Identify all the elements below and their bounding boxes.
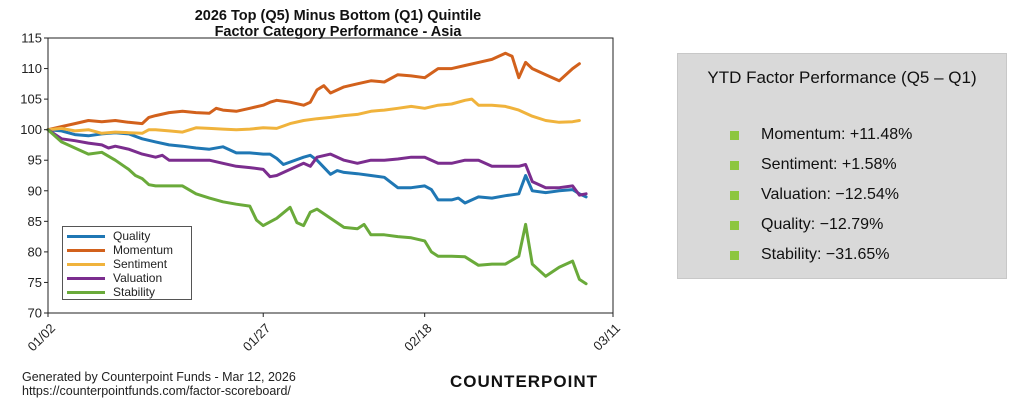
ytd-item-label: Sentiment: +1.58% [761, 156, 897, 173]
legend-swatch-valuation [67, 276, 105, 280]
footer-url-link[interactable]: https://counterpointfunds.com/factor-sco… [22, 384, 291, 398]
series-line-valuation [46, 128, 588, 197]
line-chart: 70 75 80 85 90 95 100 105 110 115 01/02 01/27 02/18 0… [20, 31, 623, 355]
legend-entry-quality: Quality [67, 229, 187, 243]
legend-entry-momentum: Momentum [67, 243, 187, 257]
y-tick-label: 115 [21, 31, 42, 46]
legend-entry-stability: Stability [67, 285, 187, 299]
ytd-item-sentiment: Sentiment: +1.58% [730, 150, 912, 180]
y-tick-label: 80 [28, 244, 42, 259]
chart-title-line-2: Factor Category Performance - Asia [214, 24, 462, 40]
ytd-item-valuation: Valuation: −12.54% [730, 180, 912, 210]
y-tick-label: 95 [28, 153, 42, 168]
y-tick-label: 100 [20, 122, 42, 137]
legend-label-sentiment: Sentiment [113, 257, 168, 271]
legend-swatch-momentum [67, 248, 105, 252]
ytd-list: Momentum: +11.48% Sentiment: +1.58% Valu… [730, 120, 912, 270]
x-tick-label: 01/02 [25, 321, 59, 355]
plot-frame [47, 37, 614, 314]
x-tick-label: 01/27 [240, 321, 274, 355]
series-line-quality [46, 128, 588, 205]
legend-swatch-sentiment [67, 262, 105, 266]
footer-generated-text: Generated by Counterpoint Funds - Mar 12… [22, 370, 296, 384]
ytd-item-label: Stability: −31.65% [761, 246, 890, 263]
x-tick-label: 02/18 [401, 321, 435, 355]
square-bullet-icon [730, 160, 739, 170]
brand-logo-text: COUNTERPOINT [450, 372, 598, 391]
chart-title: 2026 Top (Q5) Minus Bottom (Q1) Quintile… [48, 8, 628, 40]
footer-credits: Generated by Counterpoint Funds - Mar 12… [22, 370, 296, 398]
square-bullet-icon [730, 130, 739, 140]
series-line-sentiment [46, 97, 581, 135]
ytd-item-quality: Quality: −12.79% [730, 210, 912, 240]
ytd-item-label: Quality: −12.79% [761, 216, 884, 233]
legend-swatch-stability [67, 290, 105, 294]
square-bullet-icon [730, 220, 739, 230]
y-tick-label: 110 [21, 61, 42, 76]
chart-legend: Quality Momentum Sentiment Valuation Sta… [62, 226, 192, 300]
legend-label-quality: Quality [113, 229, 151, 243]
ytd-performance-panel: YTD Factor Performance (Q5 – Q1) Momentu… [677, 53, 1007, 279]
legend-entry-valuation: Valuation [67, 271, 187, 285]
y-tick-label: 70 [28, 306, 42, 321]
legend-swatch-quality [67, 234, 105, 238]
series-line-momentum [46, 51, 581, 132]
chart-title-line-1: 2026 Top (Q5) Minus Bottom (Q1) Quintile [194, 8, 482, 24]
legend-label-momentum: Momentum [113, 243, 174, 257]
y-tick-label: 90 [28, 183, 42, 198]
y-tick-label: 75 [28, 275, 42, 290]
ytd-item-momentum: Momentum: +11.48% [730, 120, 912, 150]
series-line-stability [46, 128, 588, 286]
legend-label-valuation: Valuation [113, 271, 163, 285]
legend-label-stability: Stability [113, 285, 156, 299]
legend-entry-sentiment: Sentiment [67, 257, 187, 271]
square-bullet-icon [730, 190, 739, 200]
y-tick-label: 85 [28, 214, 42, 229]
x-tick-label: 03/11 [590, 321, 623, 354]
square-bullet-icon [730, 250, 739, 260]
ytd-item-label: Valuation: −12.54% [761, 186, 900, 203]
ytd-item-stability: Stability: −31.65% [730, 240, 912, 270]
y-tick-label: 105 [20, 92, 42, 107]
ytd-item-label: Momentum: +11.48% [761, 126, 913, 143]
ytd-panel-title: YTD Factor Performance (Q5 – Q1) [707, 68, 977, 87]
